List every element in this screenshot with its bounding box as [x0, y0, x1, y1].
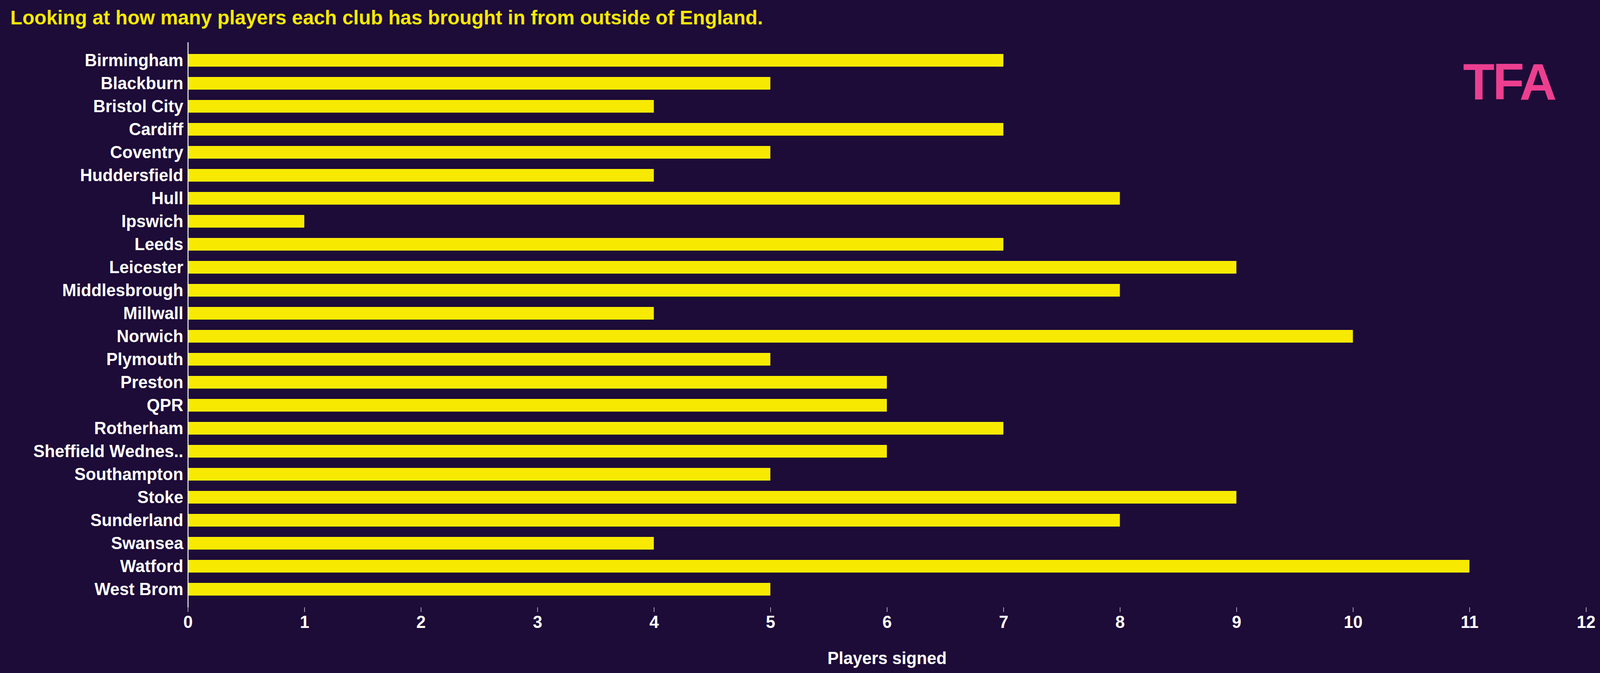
svg-text:6: 6 — [882, 612, 892, 632]
svg-text:Millwall: Millwall — [123, 303, 184, 324]
svg-text:Blackburn: Blackburn — [100, 73, 184, 93]
svg-text:Ipswich: Ipswich — [121, 211, 184, 231]
svg-text:7: 7 — [999, 612, 1009, 632]
svg-text:Cardiff: Cardiff — [129, 119, 185, 139]
svg-text:2: 2 — [416, 612, 426, 632]
svg-text:9: 9 — [1231, 612, 1242, 632]
svg-text:4: 4 — [649, 612, 659, 632]
svg-text:QPR: QPR — [146, 395, 184, 416]
svg-text:Leicester: Leicester — [108, 257, 184, 277]
svg-text:12: 12 — [1576, 612, 1596, 632]
html-text:TFA: TFA — [1463, 52, 1555, 111]
svg-text:Leeds: Leeds — [134, 234, 184, 254]
svg-text:11: 11 — [1460, 612, 1479, 632]
svg-text:Watford: Watford — [120, 556, 184, 577]
svg-text:3: 3 — [532, 612, 543, 632]
svg-text:Huddersfield: Huddersfield — [79, 165, 184, 185]
svg-text:10: 10 — [1343, 612, 1363, 632]
html-text:Looking at how many players ea: Looking at how many players each club ha… — [10, 6, 764, 29]
svg-text:Bristol City: Bristol City — [92, 96, 184, 116]
svg-text:Swansea: Swansea — [110, 533, 184, 554]
svg-text:Plymouth: Plymouth — [106, 349, 184, 370]
svg-text:Southampton: Southampton — [74, 464, 184, 485]
svg-text:Rotherham: Rotherham — [93, 418, 184, 439]
svg-text:Sheffield Wednes..: Sheffield Wednes.. — [33, 441, 184, 462]
svg-text:West Brom: West Brom — [94, 579, 184, 600]
svg-text:1: 1 — [300, 612, 310, 632]
svg-text:8: 8 — [1115, 612, 1125, 632]
svg-text:5: 5 — [765, 612, 776, 632]
svg-text:Stoke: Stoke — [137, 487, 184, 508]
svg-text:Sunderland: Sunderland — [90, 510, 184, 531]
svg-text:Norwich: Norwich — [116, 326, 184, 347]
svg-text:Hull: Hull — [151, 188, 184, 208]
svg-text:Middlesbrough: Middlesbrough — [62, 280, 184, 300]
svg-text:0: 0 — [183, 612, 193, 632]
svg-text:Coventry: Coventry — [109, 142, 184, 162]
svg-text:Birmingham: Birmingham — [84, 50, 184, 70]
svg-text:Players signed: Players signed — [827, 648, 947, 669]
svg-text:Preston: Preston — [120, 372, 184, 393]
